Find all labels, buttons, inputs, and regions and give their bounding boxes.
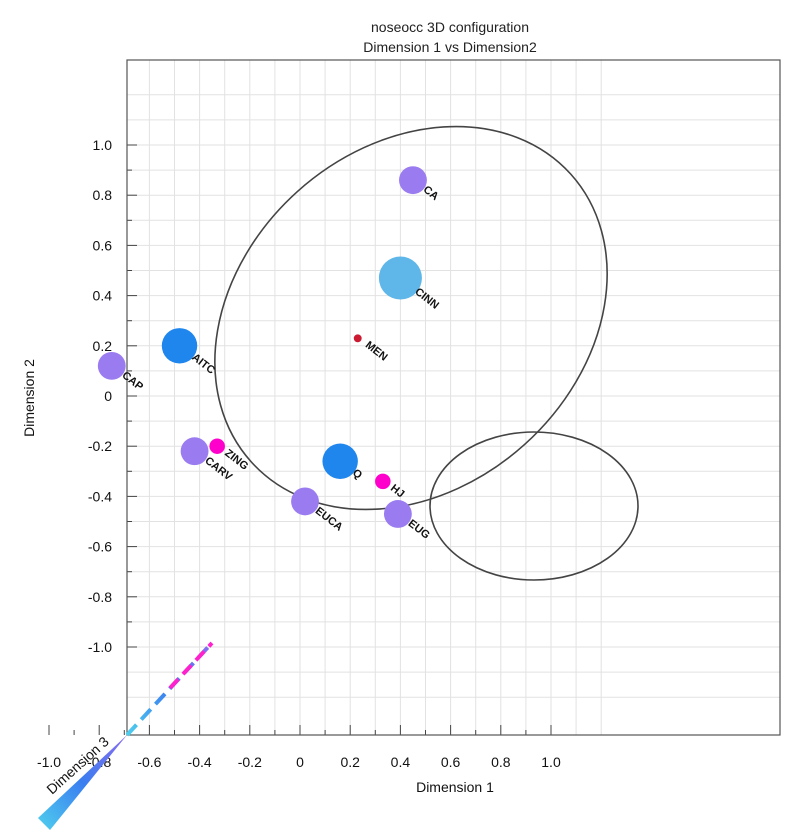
data-point-cap (97, 351, 126, 380)
data-points (97, 166, 427, 528)
cluster-ellipse-large (214, 125, 608, 511)
data-point-label: CAP (120, 369, 146, 393)
plot-frame (126, 59, 781, 736)
dimension-3-wedge (38, 735, 127, 830)
dimension-3-axis: Dimension 3 (38, 641, 214, 830)
x-tick-label: 0.2 (340, 754, 360, 770)
x-axis-label: Dimension 1 (416, 779, 494, 795)
x-tick-label: 0.4 (391, 754, 411, 770)
y-axis-tick-labels: 1.0 0.8 0.6 0.4 0.2 0 -0.2 -0.4 -0.6 -0.8 -1.0 (88, 137, 112, 655)
y-tick-label: 1.0 (93, 137, 113, 153)
data-point-label: EUCA (313, 505, 345, 534)
y-tick-label: -0.4 (88, 488, 112, 504)
y-tick-label: -0.2 (88, 438, 112, 454)
dimension-3-dashed-line-tip (168, 641, 214, 690)
y-tick-label: 0.6 (93, 237, 113, 253)
tick-marks (48, 144, 552, 735)
data-point-label: HJ (388, 482, 406, 500)
x-tick-label: -0.4 (188, 754, 212, 770)
y-tick-label: 0.4 (93, 288, 113, 304)
y-axis-label: Dimension 2 (21, 359, 37, 437)
x-tick-label: -0.2 (238, 754, 262, 770)
data-point-hj (375, 473, 391, 490)
data-point-aitc (161, 328, 198, 364)
data-point-men (353, 334, 362, 343)
data-point-euca (291, 487, 319, 516)
x-tick-label: 0.6 (441, 754, 461, 770)
data-point-ca (399, 166, 427, 195)
x-tick-label: -1.0 (37, 754, 61, 770)
data-point-q (322, 443, 358, 479)
x-axis-tick-labels: -1.0-0.8-0.6-0.4-0.200.20.40.60.81.0 (37, 754, 561, 770)
data-point-eug (383, 500, 412, 528)
y-tick-label: 0.2 (93, 338, 113, 354)
x-tick-label: -0.6 (137, 754, 161, 770)
x-tick-label: 0.8 (491, 754, 511, 770)
y-tick-label: 0.8 (93, 187, 113, 203)
data-point-zing (209, 438, 225, 454)
x-tick-label: 0 (296, 754, 304, 770)
data-point-cinn (378, 256, 422, 300)
cluster-ellipse-small (429, 431, 639, 581)
y-tick-label: -0.8 (88, 589, 112, 605)
y-tick-label: -1.0 (88, 639, 112, 655)
y-tick-label: 0 (104, 388, 112, 404)
chart-subtitle: Dimension 1 vs Dimension2 (363, 39, 537, 55)
chart-title: noseocc 3D configuration (371, 19, 529, 35)
grid (127, 60, 780, 735)
data-point-label: CINN (412, 286, 441, 312)
x-tick-label: 1.0 (541, 754, 561, 770)
y-tick-label: -0.6 (88, 539, 112, 555)
data-point-carv (180, 437, 209, 466)
data-point-label: AITC (189, 351, 217, 376)
data-point-label: MEN (363, 339, 390, 364)
